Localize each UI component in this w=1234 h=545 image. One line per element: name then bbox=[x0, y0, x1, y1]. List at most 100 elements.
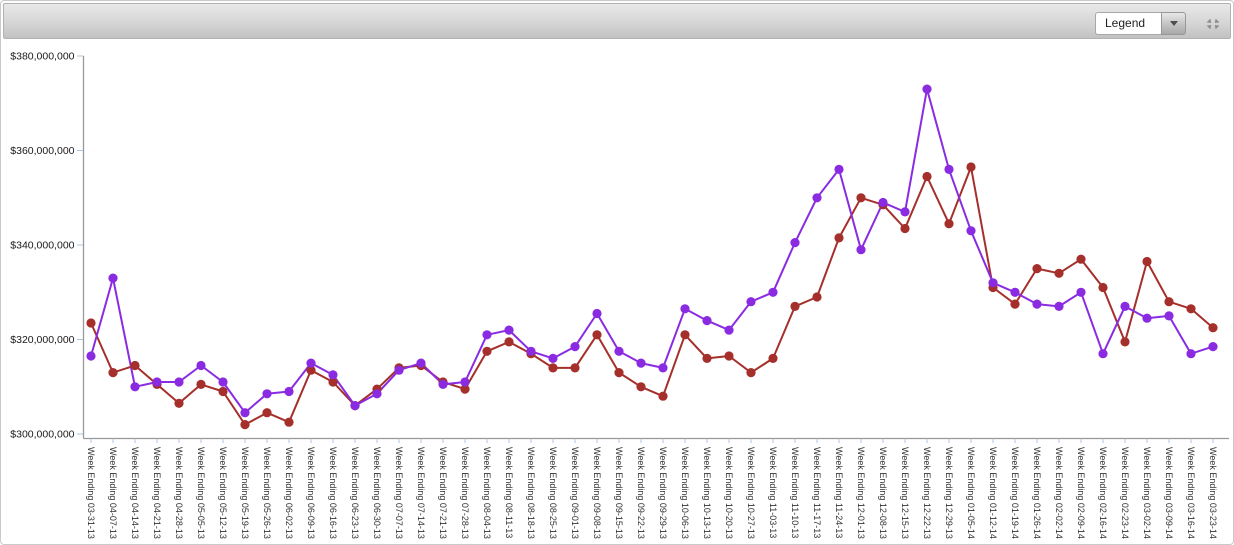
red-series-data-point[interactable] bbox=[702, 353, 712, 363]
red-series-data-point[interactable] bbox=[1186, 304, 1196, 314]
purple-series-data-point[interactable] bbox=[1032, 299, 1042, 309]
purple-series-data-point[interactable] bbox=[1054, 301, 1064, 311]
red-series-data-point[interactable] bbox=[482, 346, 492, 356]
purple-series-data-point[interactable] bbox=[658, 363, 668, 373]
red-series-data-point[interactable] bbox=[834, 233, 844, 243]
red-series-data-point[interactable] bbox=[218, 386, 228, 397]
purple-series-data-point[interactable] bbox=[394, 365, 404, 375]
red-series-data-point[interactable] bbox=[790, 301, 800, 311]
red-series-data-point[interactable] bbox=[658, 391, 668, 401]
purple-series-data-point[interactable] bbox=[438, 379, 448, 389]
purple-series-data-point[interactable] bbox=[702, 316, 712, 326]
red-series-data-point[interactable] bbox=[328, 377, 338, 387]
x-axis-label: Week Ending 05-05-13 bbox=[196, 447, 206, 539]
purple-series-data-point[interactable] bbox=[922, 84, 932, 94]
purple-series-data-point[interactable] bbox=[592, 308, 602, 319]
line-chart-canvas: $380,000,000 $360,000,000 $340,000,000 $320… bbox=[10, 51, 1229, 539]
red-series-data-point[interactable] bbox=[174, 398, 184, 408]
purple-series-data-point[interactable] bbox=[570, 342, 580, 352]
purple-series-data-point[interactable] bbox=[900, 207, 910, 217]
red-series-data-point[interactable] bbox=[460, 384, 470, 394]
red-series-data-point[interactable] bbox=[262, 408, 272, 418]
purple-series-data-point[interactable] bbox=[636, 358, 646, 368]
red-series-data-point[interactable] bbox=[1032, 264, 1042, 274]
collapse-chart-button[interactable] bbox=[1203, 15, 1223, 33]
red-series-data-point[interactable] bbox=[724, 351, 734, 361]
red-series-data-point[interactable] bbox=[570, 363, 580, 373]
red-series-data-point[interactable] bbox=[1208, 323, 1218, 333]
purple-series-data-point[interactable] bbox=[988, 278, 998, 288]
legend-dropdown[interactable]: Legend bbox=[1095, 12, 1186, 35]
purple-series-data-point[interactable] bbox=[1076, 287, 1086, 297]
purple-series-data-point[interactable] bbox=[108, 273, 118, 283]
red-series-data-point[interactable] bbox=[548, 363, 558, 373]
red-series-data-point[interactable] bbox=[592, 330, 602, 340]
purple-series-data-point[interactable] bbox=[548, 353, 558, 363]
red-series-data-point[interactable] bbox=[922, 171, 932, 182]
purple-series-data-point[interactable] bbox=[284, 386, 294, 397]
purple-series-data-point[interactable] bbox=[790, 238, 800, 248]
purple-series-data-point[interactable] bbox=[1120, 301, 1130, 311]
purple-series-data-point[interactable] bbox=[130, 382, 140, 392]
purple-series-data-point[interactable] bbox=[504, 325, 514, 335]
red-series-data-point[interactable] bbox=[680, 330, 690, 340]
purple-series-data-point[interactable] bbox=[856, 245, 866, 255]
purple-series-data-point[interactable] bbox=[966, 226, 976, 236]
red-series-data-point[interactable] bbox=[900, 223, 910, 234]
red-series-data-point[interactable] bbox=[746, 368, 756, 378]
purple-series-data-point[interactable] bbox=[306, 358, 316, 368]
red-series-data-point[interactable] bbox=[1010, 299, 1020, 309]
purple-series-data-point[interactable] bbox=[1098, 349, 1108, 359]
purple-series-data-point[interactable] bbox=[1208, 342, 1218, 352]
purple-series-data-point[interactable] bbox=[350, 401, 360, 411]
red-series-data-point[interactable] bbox=[768, 353, 778, 363]
purple-series-data-point[interactable] bbox=[262, 389, 272, 399]
red-series-data-point[interactable] bbox=[504, 337, 514, 347]
legend-dropdown-button[interactable] bbox=[1161, 12, 1186, 35]
red-series-data-point[interactable] bbox=[944, 219, 954, 229]
red-series-data-point[interactable] bbox=[108, 368, 118, 378]
purple-series-data-point[interactable] bbox=[746, 297, 756, 307]
purple-series-data-point[interactable] bbox=[174, 377, 184, 387]
purple-series-data-point[interactable] bbox=[1186, 349, 1196, 359]
red-series-data-point[interactable] bbox=[1098, 282, 1108, 293]
purple-series-data-point[interactable] bbox=[460, 377, 470, 387]
red-series-data-point[interactable] bbox=[240, 420, 250, 430]
red-series-data-point[interactable] bbox=[1120, 337, 1130, 347]
red-series-data-point[interactable] bbox=[196, 379, 206, 389]
red-series-data-point[interactable] bbox=[614, 368, 624, 378]
purple-series-data-point[interactable] bbox=[218, 377, 228, 387]
purple-series-data-point[interactable] bbox=[372, 389, 382, 399]
purple-series-data-point[interactable] bbox=[1164, 311, 1174, 321]
red-series-data-point[interactable] bbox=[86, 318, 96, 328]
purple-series-data-point[interactable] bbox=[240, 408, 250, 418]
purple-series-data-point[interactable] bbox=[86, 351, 96, 361]
purple-series-data-point[interactable] bbox=[768, 287, 778, 297]
purple-series-data-point[interactable] bbox=[196, 360, 206, 371]
purple-series-data-point[interactable] bbox=[812, 193, 822, 203]
red-series-data-point[interactable] bbox=[1142, 256, 1152, 267]
red-series-data-point[interactable] bbox=[856, 193, 866, 203]
red-series-data-point[interactable] bbox=[812, 292, 822, 302]
red-series-data-point[interactable] bbox=[1076, 254, 1086, 264]
red-series-data-point[interactable] bbox=[284, 417, 294, 427]
purple-series-data-point[interactable] bbox=[1142, 313, 1152, 323]
purple-series-data-point[interactable] bbox=[526, 346, 536, 356]
purple-series-data-point[interactable] bbox=[834, 164, 844, 174]
red-series-data-point[interactable] bbox=[1054, 268, 1064, 278]
purple-series-data-point[interactable] bbox=[1010, 287, 1020, 297]
purple-series-data-point[interactable] bbox=[482, 330, 492, 340]
red-series-data-point[interactable] bbox=[966, 162, 976, 172]
purple-series-data-point[interactable] bbox=[152, 377, 162, 387]
red-series-data-point[interactable] bbox=[1164, 297, 1174, 307]
purple-series-data-point[interactable] bbox=[614, 346, 624, 356]
purple-series-data-point[interactable] bbox=[944, 164, 954, 174]
purple-series-data-point[interactable] bbox=[416, 358, 426, 368]
purple-series-data-point[interactable] bbox=[328, 370, 338, 380]
purple-series-data-point[interactable] bbox=[724, 325, 734, 335]
red-series-data-point[interactable] bbox=[306, 365, 316, 375]
red-series-data-point[interactable] bbox=[636, 382, 646, 392]
red-series-data-point[interactable] bbox=[130, 360, 140, 371]
purple-series-data-point[interactable] bbox=[878, 197, 888, 208]
purple-series-data-point[interactable] bbox=[680, 304, 690, 314]
